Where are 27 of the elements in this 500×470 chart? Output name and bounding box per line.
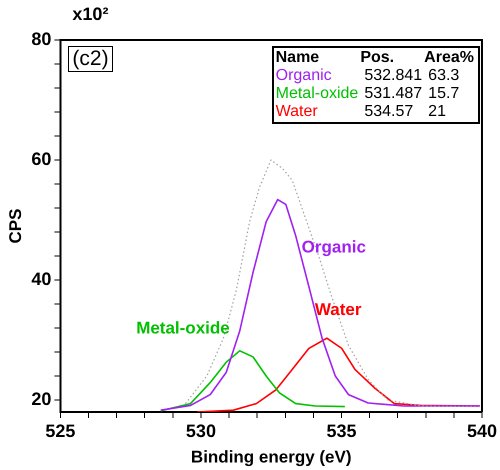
annotation: 21 <box>427 103 447 121</box>
annotation: Metal-oxide <box>276 85 358 103</box>
y-tick-label: 80 <box>31 28 52 49</box>
y-tick-label: 20 <box>31 388 52 409</box>
annotation: (c2) <box>68 46 113 72</box>
series-label: Water <box>314 300 362 319</box>
annotation: Area% <box>424 49 474 67</box>
annotation: Pos. <box>360 49 396 67</box>
annotation: 534.57 <box>363 103 414 121</box>
annotation: 63.3 <box>427 67 460 85</box>
text: x10² <box>72 4 108 25</box>
x-tick-label: 525 <box>45 420 76 441</box>
y-tick-label: 60 <box>31 148 52 169</box>
x-tick-label: 530 <box>186 420 216 441</box>
y-axis-title: CPS <box>6 208 25 244</box>
annotation: Water <box>276 103 319 121</box>
series-label: Metal-oxide <box>136 318 230 338</box>
y-tick-label: 40 <box>31 268 52 289</box>
x-tick-label: 540 <box>466 420 498 441</box>
series-label: Organic <box>302 237 366 256</box>
x-axis-title: Binding energy (eV) <box>190 447 352 466</box>
annotation: 531.487 <box>363 85 422 103</box>
annotation: Name <box>276 49 320 67</box>
annotation: 532.841 <box>363 67 422 85</box>
annotation: Organic <box>276 67 333 85</box>
annotation: 15.7 <box>427 85 460 103</box>
x-tick-label: 535 <box>326 420 356 441</box>
